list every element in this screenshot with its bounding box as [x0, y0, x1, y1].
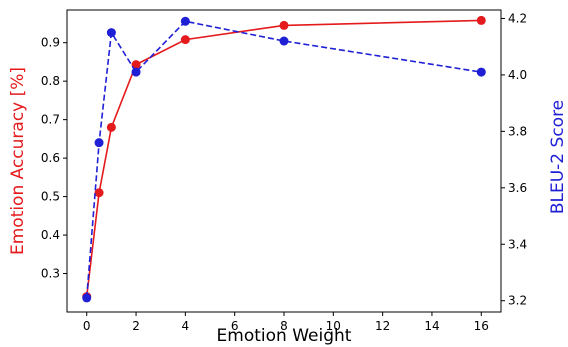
plot-area: [66, 9, 502, 313]
left-y-tick-label: 0.7: [41, 113, 60, 127]
right-y-tick-label: 3.4: [508, 237, 527, 251]
left-y-tick-label: 0.4: [41, 228, 60, 242]
bleu-data-point: [279, 36, 289, 46]
ticks-layer: 0 2 4 6 8 10 12 14 16 0.3 0.4 0.5 0.6 0.7 0.8 0.9 3.2 3.4…: [41, 11, 527, 333]
accuracy-data-point: [476, 15, 486, 25]
right-y-tick-label: 4.0: [508, 68, 527, 82]
accuracy-data-point: [279, 20, 289, 30]
bleu-data-point: [82, 293, 92, 303]
bleu-data-point: [94, 138, 104, 148]
x-tick-label: 12: [375, 319, 390, 333]
left-y-tick-label: 0.9: [41, 36, 60, 50]
right-y-tick-label: 3.2: [508, 294, 527, 308]
right-axis-title: BLEU-2 Score: [548, 100, 568, 214]
accuracy-data-point: [106, 122, 116, 132]
x-tick-label: 10: [326, 319, 341, 333]
x-tick-label: 14: [424, 319, 439, 333]
x-tick-label: 2: [132, 319, 140, 333]
x-tick-label: 16: [474, 319, 489, 333]
right-y-tick-label: 3.6: [508, 181, 527, 195]
left-y-tick-label: 0.8: [41, 74, 60, 88]
left-y-tick-label: 0.3: [41, 267, 60, 281]
series-layer: [82, 15, 486, 303]
bleu-data-point: [180, 16, 190, 26]
accuracy-data-point: [131, 60, 141, 70]
bleu-data-point: [476, 67, 486, 77]
accuracy-data-point: [180, 35, 190, 45]
x-tick-label: 0: [83, 319, 91, 333]
right-y-tick-label: 4.2: [508, 11, 527, 25]
left-y-tick-label: 0.6: [41, 151, 60, 165]
x-tick-label: 6: [231, 319, 239, 333]
right-y-tick-label: 3.8: [508, 124, 527, 138]
left-y-tick-label: 0.5: [41, 190, 60, 204]
x-tick-label: 4: [182, 319, 190, 333]
left-axis-title: Emotion Accuracy [%]: [8, 67, 28, 255]
x-axis-title: Emotion Weight: [217, 326, 352, 346]
accuracy-data-point: [94, 188, 104, 198]
bleu-data-point: [131, 67, 141, 77]
x-tick-label: 8: [280, 319, 288, 333]
bleu-data-point: [106, 28, 116, 38]
